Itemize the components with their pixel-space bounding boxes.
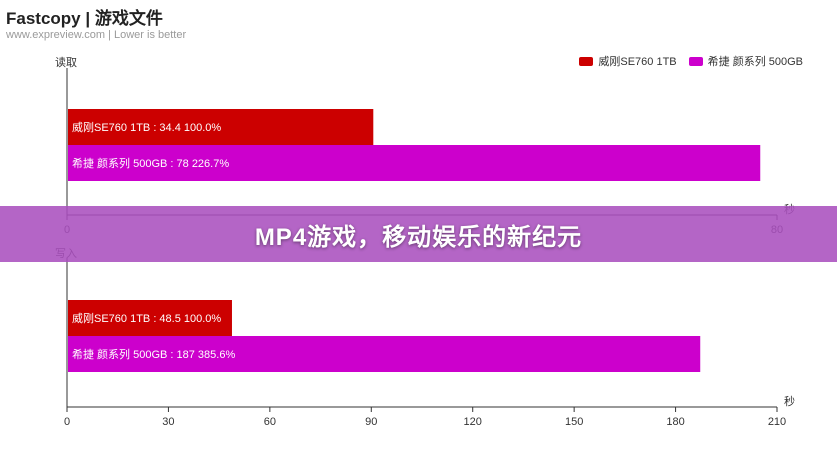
chart-1-tick-label-0: 0	[64, 416, 70, 428]
chart-0-axis-title: 读取	[55, 55, 77, 69]
legend-label-adata: 威刚SE760 1TB	[598, 56, 677, 68]
chart-legend: 威刚SE760 1TB 希捷 颜系列 500GB	[579, 53, 803, 69]
chart-0-bar-1	[68, 145, 761, 181]
chart-0-bar-0	[68, 109, 374, 145]
chart-1-x-unit: 秒	[784, 394, 795, 408]
chart-0-bar-label-1: 希捷 颜系列 500GB : 78 226.7%	[72, 156, 229, 170]
overlay-banner: MP4游戏，移动娱乐的新纪元	[0, 206, 837, 262]
chart-1-bar-label-0: 威刚SE760 1TB : 48.5 100.0%	[72, 312, 221, 325]
chart-1-bar-1	[68, 336, 701, 372]
legend-label-seagate: 希捷 颜系列 500GB	[707, 56, 803, 68]
chart-1-tick-label-7: 210	[768, 416, 786, 428]
chart-1-tick-label-2: 60	[264, 416, 276, 428]
chart-1-tick-label-5: 150	[565, 416, 583, 428]
chart-1-bar-0	[68, 300, 232, 336]
chart-0-bar-label-0: 威刚SE760 1TB : 34.4 100.0%	[72, 121, 221, 134]
page-subtitle: www.expreview.com | Lower is better	[6, 29, 187, 41]
chart-1-tick-label-6: 180	[666, 416, 684, 428]
chart-1-tick-label-3: 90	[365, 416, 377, 428]
page-title: Fastcopy | 游戏文件	[6, 9, 163, 28]
legend-swatch-adata	[579, 56, 594, 66]
legend-item-seagate[interactable]: 希捷 颜系列 500GB	[688, 53, 803, 69]
chart-1-tick-label-4: 120	[464, 416, 482, 428]
legend-swatch-seagate	[688, 56, 703, 66]
legend-item-adata[interactable]: 威刚SE760 1TB	[579, 53, 677, 69]
banner-text: MP4游戏，移动娱乐的新纪元	[254, 223, 583, 251]
chart-1-bar-label-1: 希捷 颜系列 500GB : 187 385.6%	[72, 347, 235, 361]
chart-1-tick-label-1: 30	[162, 416, 174, 428]
